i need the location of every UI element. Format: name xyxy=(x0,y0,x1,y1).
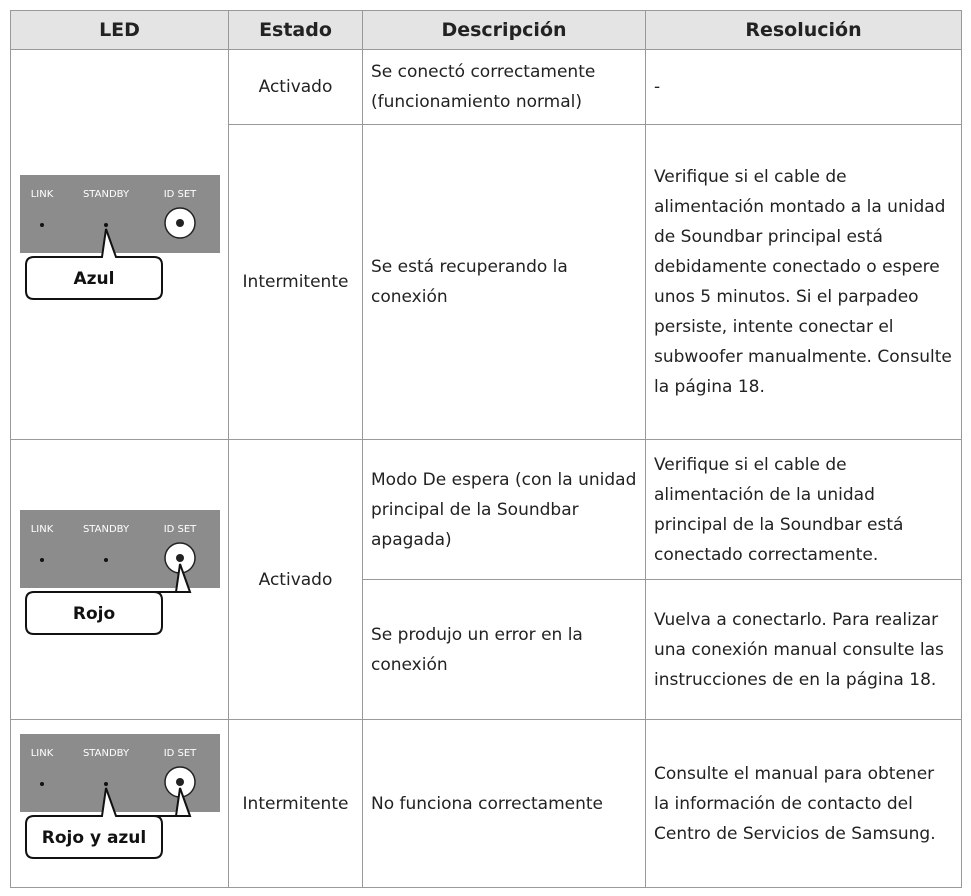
led-label: LINK xyxy=(30,524,53,535)
dot xyxy=(103,781,108,786)
descripcion: Modo De espera (con la unidad principal … xyxy=(362,439,646,580)
led-label: LINK xyxy=(30,189,53,200)
led-table: LED Estado Descripción Resolución LINK ST… xyxy=(10,10,962,888)
estado: Activado xyxy=(228,49,363,125)
resolucion: Verifique si el cable de alimentación de… xyxy=(645,439,962,580)
header-cell: Resolución xyxy=(645,10,962,50)
button-center xyxy=(175,553,184,562)
callout-text: Rojo y azul xyxy=(41,828,146,848)
callout xyxy=(24,787,191,859)
led-cell: LINK STANDBY ID SET Rojo y azul xyxy=(10,719,229,888)
header-row: LED Estado Descripción Resolución xyxy=(10,10,962,50)
row: Se produjo un error en la conexión Vuelv… xyxy=(11,579,962,720)
header-cell: LED xyxy=(10,10,229,50)
led-label: STANDBY xyxy=(82,524,129,535)
resolucion: Verifique si el cable de alimentación mo… xyxy=(645,124,962,440)
led-label: ID SET xyxy=(163,524,196,535)
row: LINK STANDBY ID SET Rojo Activado Modo De e… xyxy=(10,439,962,720)
dot xyxy=(39,781,44,786)
row: LINK STANDBY ID SET Azul Activado Se conect… xyxy=(10,49,962,440)
dot xyxy=(39,557,44,562)
header-cell: Descripción xyxy=(362,10,646,50)
resolucion: Vuelva a conectarlo. Para realizar una c… xyxy=(645,579,962,720)
resolucion: - xyxy=(645,49,962,125)
led-panel: LINK STANDBY ID SET Azul xyxy=(19,174,220,300)
row: LINK STANDBY ID SET Rojo y azul Intermitent… xyxy=(10,719,962,888)
led-panel: LINK STANDBY ID SET Rojo xyxy=(19,509,220,635)
callout-text: Azul xyxy=(73,269,114,289)
led-cell: LINK STANDBY ID SET Rojo xyxy=(10,439,229,720)
descripcion: Se conectó correctamente (funcionamiento… xyxy=(362,49,646,125)
header-cell: Estado xyxy=(228,10,363,50)
estado: Intermitente xyxy=(228,719,363,888)
descripcion: No funciona correctamente xyxy=(362,719,646,888)
led-label: LINK xyxy=(30,748,53,759)
led-panel: LINK STANDBY ID SET Rojo y azul xyxy=(19,733,220,859)
callout xyxy=(24,563,191,635)
resolucion: Consulte el manual para obtener la infor… xyxy=(645,719,962,888)
led-label: STANDBY xyxy=(82,189,129,200)
led-label: ID SET xyxy=(163,748,196,759)
button-center xyxy=(175,777,184,786)
descripcion: Se produjo un error en la conexión xyxy=(362,579,646,720)
callout xyxy=(24,228,163,300)
button-center xyxy=(175,218,184,227)
led-label: ID SET xyxy=(163,189,196,200)
dot xyxy=(39,222,44,227)
descripcion: Se está recuperando la conexión xyxy=(362,124,646,440)
dot xyxy=(103,222,108,227)
estado: Activado xyxy=(228,439,363,720)
dot xyxy=(103,557,108,562)
row: Intermitente Se está recuperando la cone… xyxy=(11,124,962,440)
estado: Intermitente xyxy=(228,124,363,440)
led-label: STANDBY xyxy=(82,748,129,759)
callout-text: Rojo xyxy=(72,604,114,624)
led-cell: LINK STANDBY ID SET Azul xyxy=(10,49,229,440)
